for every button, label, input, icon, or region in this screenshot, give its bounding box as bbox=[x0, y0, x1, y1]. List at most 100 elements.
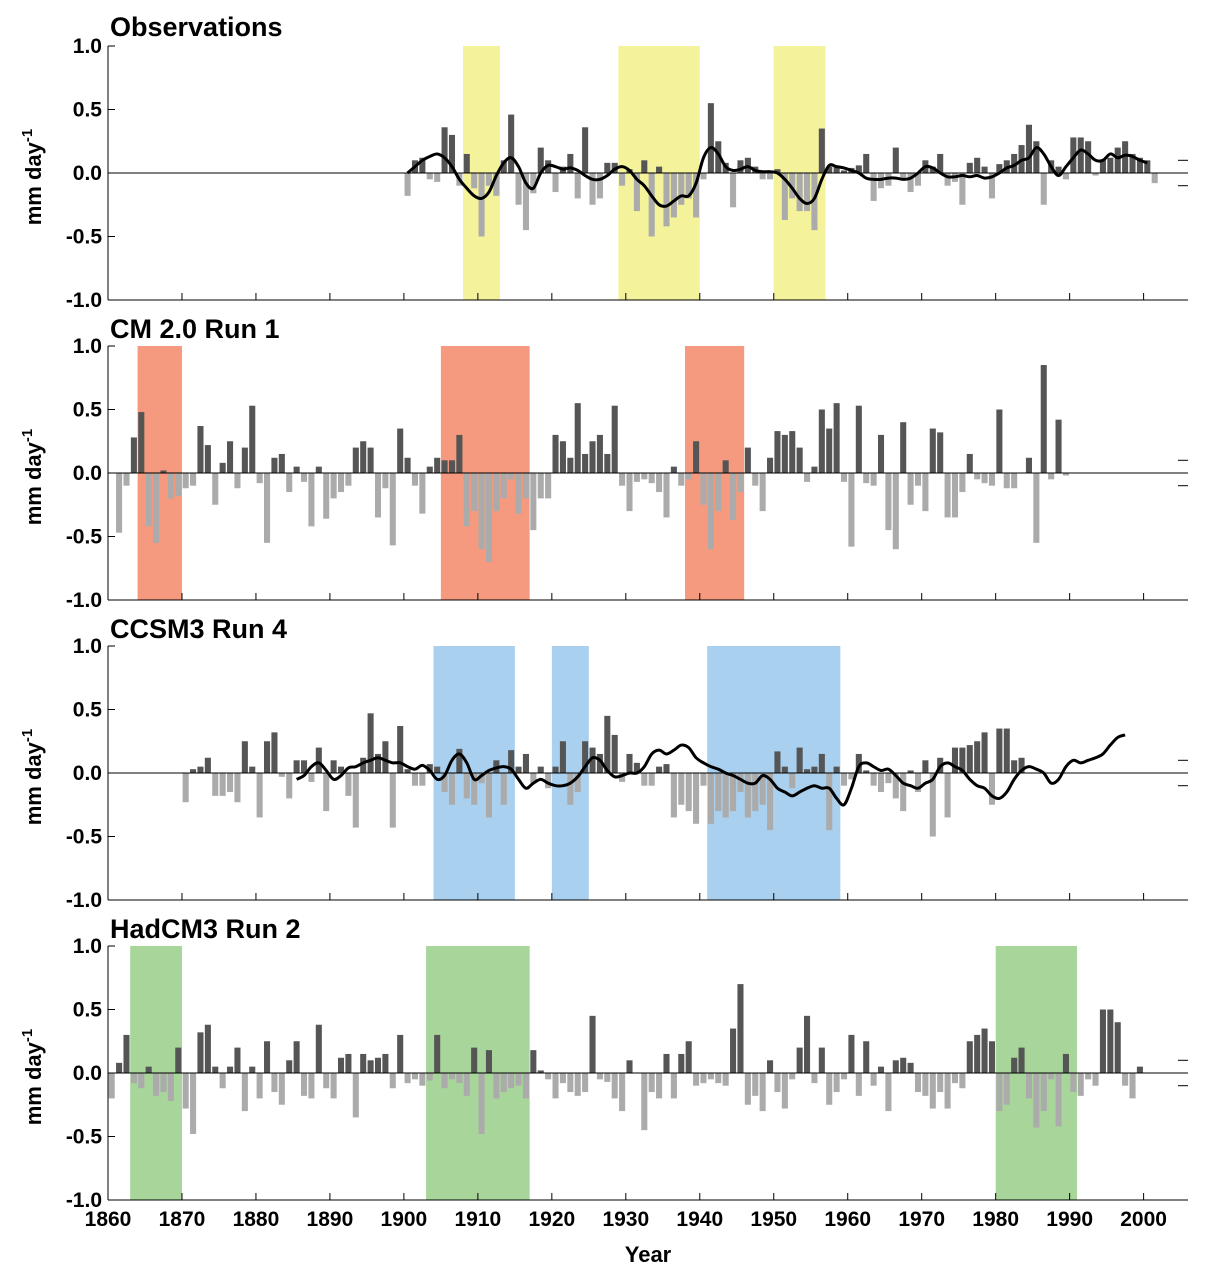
x-tick-label: 1990 bbox=[1046, 1208, 1093, 1231]
bar bbox=[552, 173, 559, 193]
bar bbox=[160, 1073, 167, 1093]
bar bbox=[900, 773, 907, 812]
bar bbox=[863, 473, 870, 484]
bar bbox=[604, 162, 611, 173]
bar bbox=[914, 473, 922, 486]
bar bbox=[389, 773, 396, 828]
bar bbox=[922, 1073, 929, 1096]
bar bbox=[900, 173, 907, 180]
bar bbox=[589, 747, 596, 773]
bar bbox=[463, 773, 470, 799]
bar bbox=[774, 431, 781, 473]
bar bbox=[478, 473, 485, 550]
bar bbox=[582, 1073, 589, 1093]
bar bbox=[767, 1060, 774, 1073]
bar bbox=[840, 1073, 848, 1080]
bar bbox=[996, 164, 1003, 173]
bar bbox=[308, 473, 315, 527]
bar bbox=[441, 460, 448, 473]
bar bbox=[767, 457, 774, 473]
bar bbox=[545, 473, 552, 499]
bar bbox=[130, 1073, 137, 1084]
bar bbox=[833, 766, 840, 773]
bar bbox=[271, 1073, 278, 1093]
bar bbox=[974, 473, 981, 480]
bar bbox=[996, 409, 1003, 473]
bar bbox=[1114, 1022, 1121, 1073]
bar bbox=[641, 473, 648, 480]
bar bbox=[1025, 457, 1032, 473]
bar bbox=[426, 466, 433, 473]
x-tick-label: 1970 bbox=[898, 1208, 945, 1231]
bar bbox=[870, 773, 877, 786]
bar bbox=[589, 1015, 596, 1073]
bar bbox=[1114, 147, 1121, 173]
bar bbox=[315, 466, 322, 473]
bar bbox=[360, 757, 367, 773]
bar bbox=[204, 445, 211, 473]
bar bbox=[574, 403, 581, 473]
bar bbox=[471, 773, 478, 805]
bar bbox=[626, 753, 633, 773]
bar bbox=[545, 773, 552, 789]
bar bbox=[360, 1053, 367, 1073]
bar bbox=[419, 1073, 426, 1086]
bar bbox=[619, 773, 626, 782]
bar bbox=[345, 773, 352, 796]
bar bbox=[426, 1073, 433, 1081]
bar bbox=[833, 1073, 840, 1093]
bar bbox=[944, 1073, 951, 1109]
bar bbox=[308, 1073, 315, 1099]
bar bbox=[116, 1062, 123, 1073]
bar bbox=[515, 473, 522, 514]
bar bbox=[567, 1073, 574, 1093]
bar bbox=[234, 1047, 241, 1073]
bar bbox=[885, 1073, 892, 1112]
bar bbox=[611, 1073, 618, 1099]
bar bbox=[389, 473, 396, 546]
bar bbox=[397, 428, 404, 473]
bar bbox=[892, 473, 899, 550]
bar bbox=[700, 473, 707, 505]
bar bbox=[648, 1073, 655, 1093]
bar bbox=[190, 1073, 197, 1134]
bar bbox=[374, 1057, 382, 1073]
bar bbox=[981, 1028, 988, 1073]
y-tick-label: 1.0 bbox=[73, 935, 102, 958]
bar bbox=[804, 1015, 811, 1073]
bar bbox=[907, 473, 914, 505]
bar bbox=[789, 173, 796, 199]
bar bbox=[833, 166, 840, 173]
bar bbox=[530, 1050, 537, 1073]
bar bbox=[227, 773, 234, 793]
bar bbox=[877, 773, 885, 793]
bar bbox=[278, 453, 285, 473]
bar bbox=[441, 127, 448, 173]
bar bbox=[818, 753, 825, 773]
bar bbox=[678, 773, 685, 805]
bar bbox=[515, 173, 522, 205]
bar bbox=[293, 466, 300, 473]
bar bbox=[966, 1041, 973, 1073]
bar bbox=[441, 1073, 448, 1089]
bar bbox=[1062, 473, 1069, 476]
bar bbox=[167, 473, 174, 499]
bar bbox=[1070, 1073, 1077, 1093]
bar bbox=[937, 1073, 944, 1093]
bar bbox=[522, 173, 529, 231]
bar bbox=[138, 412, 145, 473]
y-tick-label: 1.0 bbox=[73, 35, 102, 58]
bar bbox=[493, 1073, 500, 1099]
bar bbox=[730, 473, 737, 520]
bar bbox=[752, 473, 759, 486]
bar bbox=[767, 773, 774, 831]
bar bbox=[404, 769, 411, 773]
bar bbox=[367, 447, 374, 473]
bar bbox=[981, 732, 988, 773]
bar bbox=[448, 773, 456, 805]
bar bbox=[1040, 365, 1047, 473]
bar bbox=[1129, 1073, 1136, 1099]
bar bbox=[337, 1057, 345, 1073]
y-tick-label: -1.0 bbox=[66, 1189, 102, 1212]
bar bbox=[885, 773, 892, 784]
